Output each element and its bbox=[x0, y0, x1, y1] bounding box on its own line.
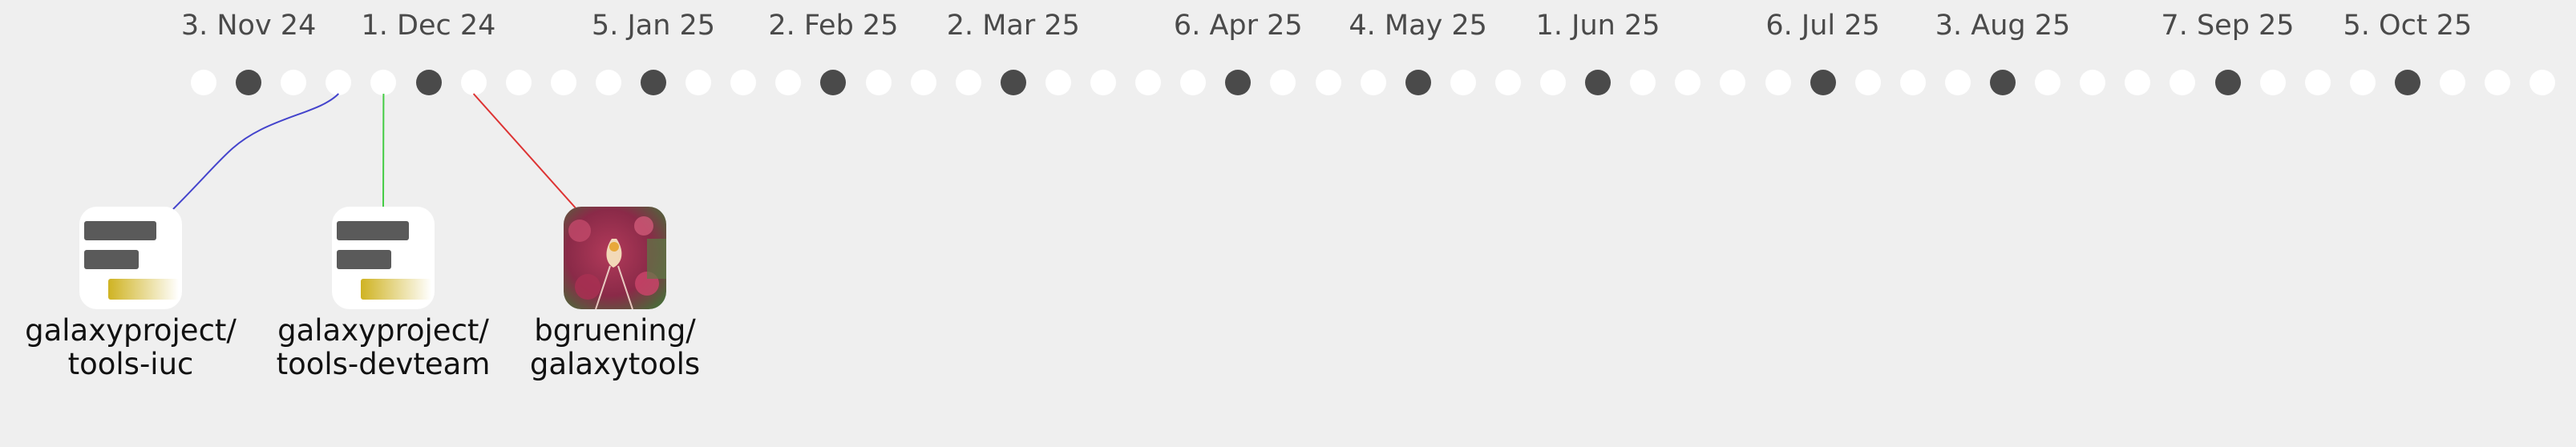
connector-line bbox=[472, 93, 578, 211]
timeline-dot[interactable] bbox=[370, 70, 397, 95]
timeline-dot[interactable] bbox=[955, 70, 981, 95]
timeline-dot[interactable] bbox=[191, 70, 216, 95]
repo-card-tools-iuc[interactable]: galaxyproject/ tools-iuc bbox=[10, 207, 251, 399]
timeline-dot[interactable] bbox=[1270, 70, 1296, 95]
repo-label[interactable]: galaxyproject/ tools-iuc bbox=[10, 314, 251, 381]
timeline-dot-marked[interactable] bbox=[1810, 70, 1836, 95]
repo-label[interactable]: galaxyproject/ tools-devteam bbox=[263, 314, 503, 381]
timeline-dot[interactable] bbox=[2440, 70, 2465, 95]
timeline-dot[interactable] bbox=[775, 70, 802, 95]
date-label: 7. Sep 25 bbox=[2161, 10, 2295, 42]
timeline-dot[interactable] bbox=[2259, 70, 2286, 95]
timeline-dot[interactable] bbox=[326, 70, 352, 95]
timeline-dot[interactable] bbox=[550, 70, 576, 95]
date-label: 4. May 25 bbox=[1349, 10, 1487, 42]
timeline-dot[interactable] bbox=[865, 70, 892, 95]
timeline-dot[interactable] bbox=[1944, 70, 1971, 95]
timeline-dot-marked[interactable] bbox=[236, 70, 262, 95]
timeline-dot[interactable] bbox=[2080, 70, 2106, 95]
timeline-dot[interactable] bbox=[2485, 70, 2511, 95]
date-label: 6. Apr 25 bbox=[1173, 10, 1303, 42]
timeline-dot[interactable] bbox=[1360, 70, 1386, 95]
repo-card-galaxytools[interactable]: bgruening/ galaxytools bbox=[495, 207, 735, 399]
timeline-dot[interactable] bbox=[1450, 70, 1476, 95]
timeline-dot[interactable] bbox=[281, 70, 307, 95]
timeline-dot-marked[interactable] bbox=[820, 70, 847, 95]
timeline-dot-marked[interactable] bbox=[1990, 70, 2016, 95]
date-label: 5. Jan 25 bbox=[591, 10, 716, 42]
timeline-dot[interactable] bbox=[1135, 70, 1162, 95]
repo-owner: galaxyproject/ bbox=[277, 313, 489, 348]
repo-card-tools-devteam[interactable]: galaxyproject/ tools-devteam bbox=[263, 207, 503, 399]
timeline-dot-marked[interactable] bbox=[2394, 70, 2420, 95]
timeline-dot[interactable] bbox=[1045, 70, 1071, 95]
date-label: 1. Jun 25 bbox=[1535, 10, 1660, 42]
repo-owner: bgruening/ bbox=[534, 313, 696, 348]
galaxy-logo-icon bbox=[79, 207, 182, 309]
orchid-photo-icon bbox=[564, 207, 666, 309]
timeline-dot[interactable] bbox=[1315, 70, 1341, 95]
timeline-dot[interactable] bbox=[685, 70, 712, 95]
timeline-dot[interactable] bbox=[2035, 70, 2061, 95]
galaxy-logo-icon bbox=[332, 207, 435, 309]
timeline-dot-marked[interactable] bbox=[1225, 70, 1252, 95]
timeline-dot[interactable] bbox=[1540, 70, 1566, 95]
repo-label[interactable]: bgruening/ galaxytools bbox=[495, 314, 735, 381]
timeline-dot[interactable] bbox=[1180, 70, 1207, 95]
timeline-dot[interactable] bbox=[1630, 70, 1656, 95]
timeline-dot[interactable] bbox=[2170, 70, 2196, 95]
date-label: 3. Nov 24 bbox=[180, 10, 317, 42]
timeline-dot[interactable] bbox=[2304, 70, 2331, 95]
timeline-dot-marked[interactable] bbox=[1585, 70, 1612, 95]
timeline-dot[interactable] bbox=[460, 70, 487, 95]
timeline-dot-marked[interactable] bbox=[2214, 70, 2241, 95]
timeline-dot[interactable] bbox=[1720, 70, 1746, 95]
timeline-dot[interactable] bbox=[1090, 70, 1116, 95]
timeline-dot[interactable] bbox=[910, 70, 936, 95]
repo-title: tools-iuc bbox=[67, 347, 194, 381]
repo-title: galaxytools bbox=[529, 347, 701, 381]
repo-owner: galaxyproject/ bbox=[25, 313, 237, 348]
timeline-dot[interactable] bbox=[595, 70, 621, 95]
date-label: 5. Oct 25 bbox=[2343, 10, 2473, 42]
timeline-dot[interactable] bbox=[505, 70, 532, 95]
timeline-dot[interactable] bbox=[1765, 70, 1791, 95]
timeline-dot[interactable] bbox=[2349, 70, 2376, 95]
connector-line bbox=[172, 93, 340, 211]
timeline-dot-marked[interactable] bbox=[1405, 70, 1431, 95]
timeline-dot[interactable] bbox=[2529, 70, 2556, 95]
timeline-dot-marked[interactable] bbox=[1000, 70, 1026, 95]
date-label: 1. Dec 24 bbox=[361, 10, 496, 42]
date-label: 6. Jul 25 bbox=[1765, 10, 1880, 42]
date-label: 2. Mar 25 bbox=[946, 10, 1080, 42]
timeline-dot[interactable] bbox=[1899, 70, 1926, 95]
timeline-dot[interactable] bbox=[1675, 70, 1701, 95]
date-label: 3. Aug 25 bbox=[1935, 10, 2071, 42]
timeline-dot[interactable] bbox=[1494, 70, 1521, 95]
repo-title: tools-devteam bbox=[276, 347, 491, 381]
timeline-dot[interactable] bbox=[1854, 70, 1881, 95]
timeline-dot-marked[interactable] bbox=[415, 70, 442, 95]
timeline-dot-marked[interactable] bbox=[641, 70, 666, 95]
date-label: 2. Feb 25 bbox=[768, 10, 899, 42]
timeline-dot[interactable] bbox=[730, 70, 757, 95]
timeline-dot[interactable] bbox=[2125, 70, 2151, 95]
